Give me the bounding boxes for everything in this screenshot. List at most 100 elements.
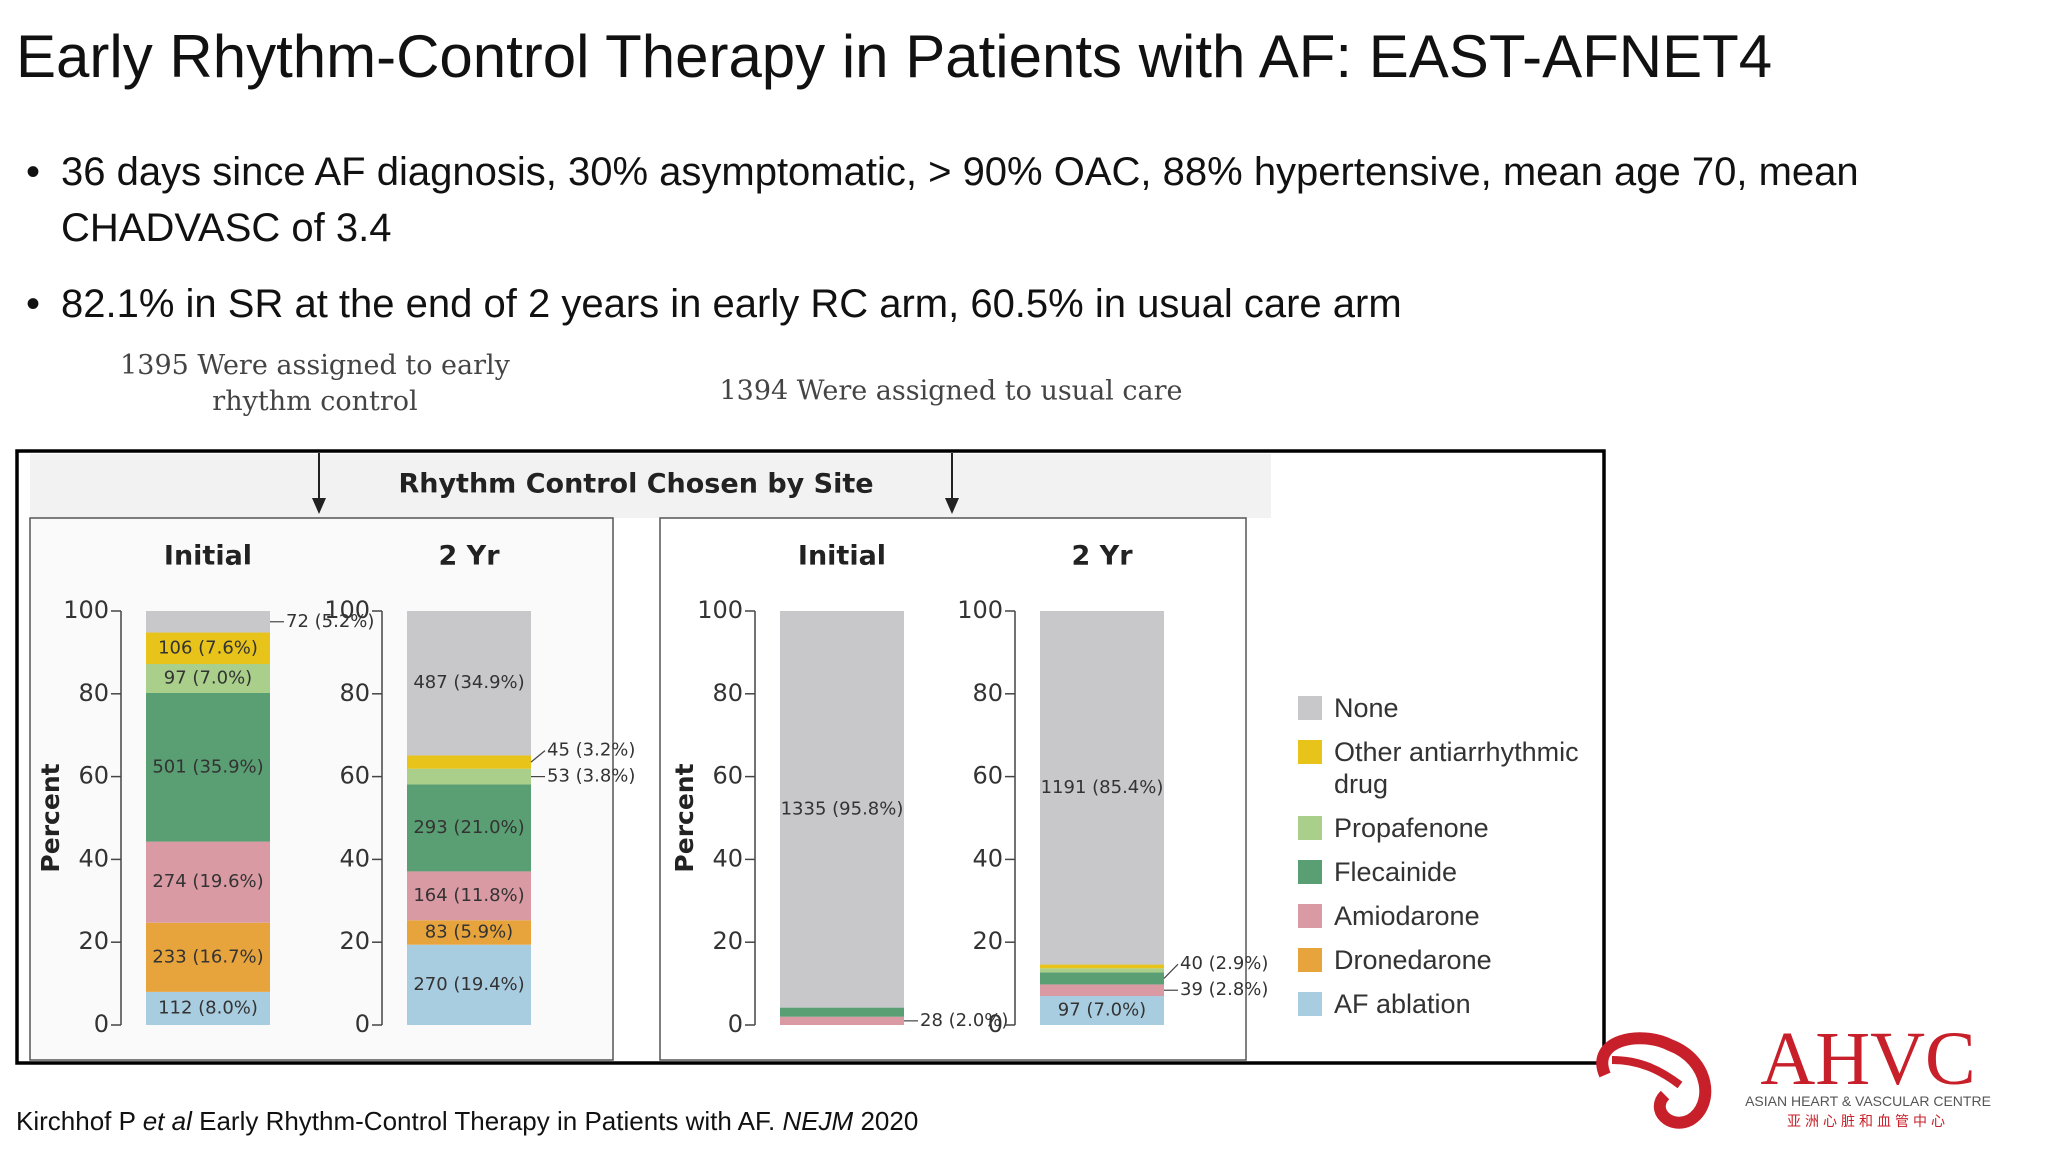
value-label: 1191 (85.4%) xyxy=(1041,777,1164,798)
bar-segment xyxy=(1040,968,1164,973)
bar-heading: Initial xyxy=(164,541,252,572)
citation-etal: et al xyxy=(142,1106,192,1136)
value-label: 106 (7.6%) xyxy=(158,637,258,658)
y-tick-label: 60 xyxy=(972,762,1003,790)
bar-segment xyxy=(146,692,270,842)
bar-segment xyxy=(407,768,531,785)
bar-segment xyxy=(1040,964,1164,969)
y-tick-label: 20 xyxy=(78,927,109,955)
legend-label: AF ablation xyxy=(1334,989,1471,1019)
legend-swatch xyxy=(1298,696,1322,720)
value-label: 1335 (95.8%) xyxy=(781,798,904,819)
bar-segment xyxy=(407,755,531,769)
citation-text: Early Rhythm-Control Therapy in Patients… xyxy=(199,1106,776,1136)
y-tick-label: 80 xyxy=(339,679,370,707)
bar-segment xyxy=(1040,611,1164,965)
y-axis-label: Percent xyxy=(670,763,699,872)
bar-heading: 2 Yr xyxy=(1071,541,1133,572)
group-label: 1394 Were assigned to usual care xyxy=(720,376,1183,407)
logo-english: ASIAN HEART & VASCULAR CENTRE xyxy=(1745,1093,1991,1109)
bar-heading: 2 Yr xyxy=(438,541,500,572)
value-label: 270 (19.4%) xyxy=(413,974,524,995)
logo-chinese: 亚洲心脏和血管中心 xyxy=(1787,1114,1949,1130)
legend-swatch xyxy=(1298,740,1322,764)
y-tick-label: 80 xyxy=(712,679,743,707)
y-tick-label: 40 xyxy=(712,844,743,872)
value-label: 274 (19.6%) xyxy=(152,871,263,892)
bar-segment xyxy=(146,841,270,923)
group-label-box: 1395 Were assigned to early rhythm contr… xyxy=(120,350,510,417)
bar-segment xyxy=(780,1016,904,1025)
slide-title: Early Rhythm-Control Therapy in Patients… xyxy=(16,23,1773,90)
legend-item: None xyxy=(1298,692,1598,724)
bar-segment xyxy=(146,611,270,633)
arrow-head xyxy=(945,498,959,514)
bar-segment xyxy=(407,784,531,872)
bullet: • 82.1% in SR at the end of 2 years in ea… xyxy=(26,276,1986,332)
legend-item: Amiodarone xyxy=(1298,900,1598,932)
leader-line xyxy=(1163,963,1179,979)
citation-year: 2020 xyxy=(860,1106,919,1136)
logo-mark xyxy=(1596,1032,1712,1129)
value-label: 501 (35.9%) xyxy=(152,756,263,777)
y-tick-label: 60 xyxy=(712,762,743,790)
legend-item: Other antiarrhythmic drug xyxy=(1298,736,1598,800)
value-label: 487 (34.9%) xyxy=(413,672,524,693)
y-tick-label: 60 xyxy=(339,762,370,790)
arrow-head xyxy=(312,498,326,514)
y-axis-label: Percent xyxy=(36,763,65,872)
bullet-text: 36 days since AF diagnosis, 30% asymptom… xyxy=(61,150,1859,250)
legend-item: Dronedarone xyxy=(1298,944,1598,976)
bar-segment xyxy=(1040,984,1164,997)
y-tick-label: 100 xyxy=(324,596,370,624)
y-tick-label: 40 xyxy=(78,844,109,872)
legend: None Other antiarrhythmic drug Propafenone… xyxy=(1298,692,1598,1032)
legend-swatch xyxy=(1298,860,1322,884)
y-tick-label: 40 xyxy=(972,844,1003,872)
y-tick-label: 20 xyxy=(972,927,1003,955)
y-tick-label: 20 xyxy=(339,927,370,955)
y-tick-label: 60 xyxy=(78,762,109,790)
y-tick-label: 20 xyxy=(712,927,743,955)
leader-line xyxy=(530,750,546,763)
header-band xyxy=(30,454,1271,518)
legend-swatch xyxy=(1298,992,1322,1016)
y-tick-label: 0 xyxy=(355,1010,370,1038)
bullet: • 36 days since AF diagnosis, 30% asympto… xyxy=(26,144,1986,256)
value-label: 72 (5.2%) xyxy=(286,611,374,632)
y-tick-label: 0 xyxy=(728,1010,743,1038)
value-label: 164 (11.8%) xyxy=(413,885,524,906)
chart-subtitle: Rhythm Control Chosen by Site xyxy=(398,469,873,500)
value-label: 112 (8.0%) xyxy=(158,997,258,1018)
bar-segment xyxy=(407,920,531,945)
bar-segment xyxy=(780,1007,904,1017)
bar-segment xyxy=(146,991,270,1025)
legend-label: Flecainide xyxy=(1334,857,1458,887)
bar-segment xyxy=(407,944,531,1025)
value-label: 39 (2.8%) xyxy=(1180,979,1268,1000)
logo-mark xyxy=(1611,1056,1683,1089)
bar-segment xyxy=(1040,972,1164,985)
legend-swatch xyxy=(1298,816,1322,840)
legend-label: Dronedarone xyxy=(1334,945,1492,975)
value-label: 233 (16.7%) xyxy=(152,946,263,967)
bar-segment xyxy=(146,632,270,664)
y-tick-label: 0 xyxy=(988,1010,1003,1038)
bar-segment xyxy=(407,871,531,921)
legend-swatch xyxy=(1298,948,1322,972)
bar-segment xyxy=(146,663,270,693)
bar-segment xyxy=(407,611,531,756)
citation: Kirchhof P et al Early Rhythm-Control Th… xyxy=(16,1106,918,1137)
legend-label: None xyxy=(1334,693,1399,723)
legend-item: Flecainide xyxy=(1298,856,1598,888)
logo-name: AHVC xyxy=(1760,1017,1975,1101)
y-tick-label: 100 xyxy=(697,596,743,624)
value-label: 40 (2.9%) xyxy=(1180,953,1268,974)
citation-author: Kirchhof P xyxy=(16,1106,136,1136)
bullet-text: 82.1% in SR at the end of 2 years in ear… xyxy=(61,282,1402,326)
bar-segment xyxy=(146,922,270,992)
legend-swatch xyxy=(1298,904,1322,928)
value-label: 293 (21.0%) xyxy=(413,817,524,838)
